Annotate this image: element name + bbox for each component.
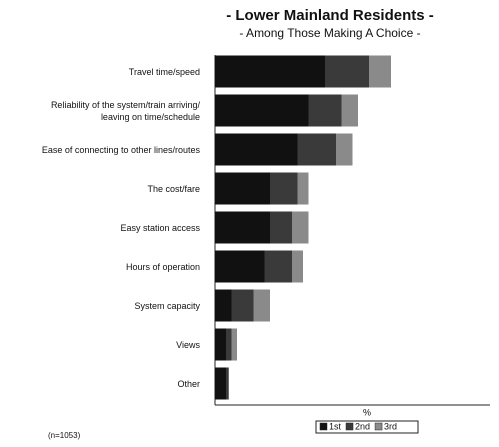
bar-segment <box>231 328 237 361</box>
legend-box <box>315 420 419 434</box>
category-label: Ease of connecting to other lines/routes <box>41 144 200 155</box>
chart-subtitle: - Among Those Making A Choice - <box>239 26 420 40</box>
category-label: Other <box>177 378 200 389</box>
category-label: Reliability of the system/train arriving… <box>50 99 200 122</box>
bar-segment <box>270 211 292 244</box>
category-label: The cost/fare <box>147 183 200 194</box>
bar-segment <box>231 289 254 322</box>
note: (n=1053) <box>48 431 81 440</box>
bar-segment <box>215 367 226 400</box>
category-label: Views <box>176 339 200 350</box>
bar-segment <box>292 211 309 244</box>
category-label: Easy station access <box>120 222 200 233</box>
bar-segment <box>270 172 298 205</box>
bar-segment <box>264 250 292 283</box>
bar-segment <box>215 250 265 283</box>
bar-segment <box>215 133 298 166</box>
bar-segment <box>308 94 342 127</box>
bar-segment <box>226 367 229 400</box>
legend-label: 1st <box>329 421 342 431</box>
chart-title: - Lower Mainland Residents - <box>226 7 434 24</box>
legend-swatch <box>345 422 354 431</box>
bar-segment <box>341 94 358 127</box>
bar-segment <box>215 94 309 127</box>
legend-label: 2nd <box>355 421 370 431</box>
bar-segment <box>215 289 232 322</box>
category-label: System capacity <box>134 300 200 311</box>
x-axis-label: % <box>363 407 371 417</box>
legend-label: 3rd <box>384 421 397 431</box>
bar-segment <box>325 55 369 88</box>
category-label: Travel time/speed <box>128 66 200 77</box>
legend-swatch <box>374 422 383 431</box>
bar-segment <box>336 133 353 166</box>
legend-swatch <box>319 422 328 431</box>
bar-segment <box>215 55 325 88</box>
bar-segment <box>297 172 309 205</box>
bar-segment <box>215 172 270 205</box>
bar-segment <box>215 328 226 361</box>
bar-segment <box>226 328 232 361</box>
bar-segment <box>253 289 270 322</box>
bar-segment <box>292 250 303 283</box>
category-label: Hours of operation <box>125 261 200 272</box>
bar-segment <box>369 55 391 88</box>
bar-segment <box>297 133 336 166</box>
bar-segment <box>215 211 270 244</box>
